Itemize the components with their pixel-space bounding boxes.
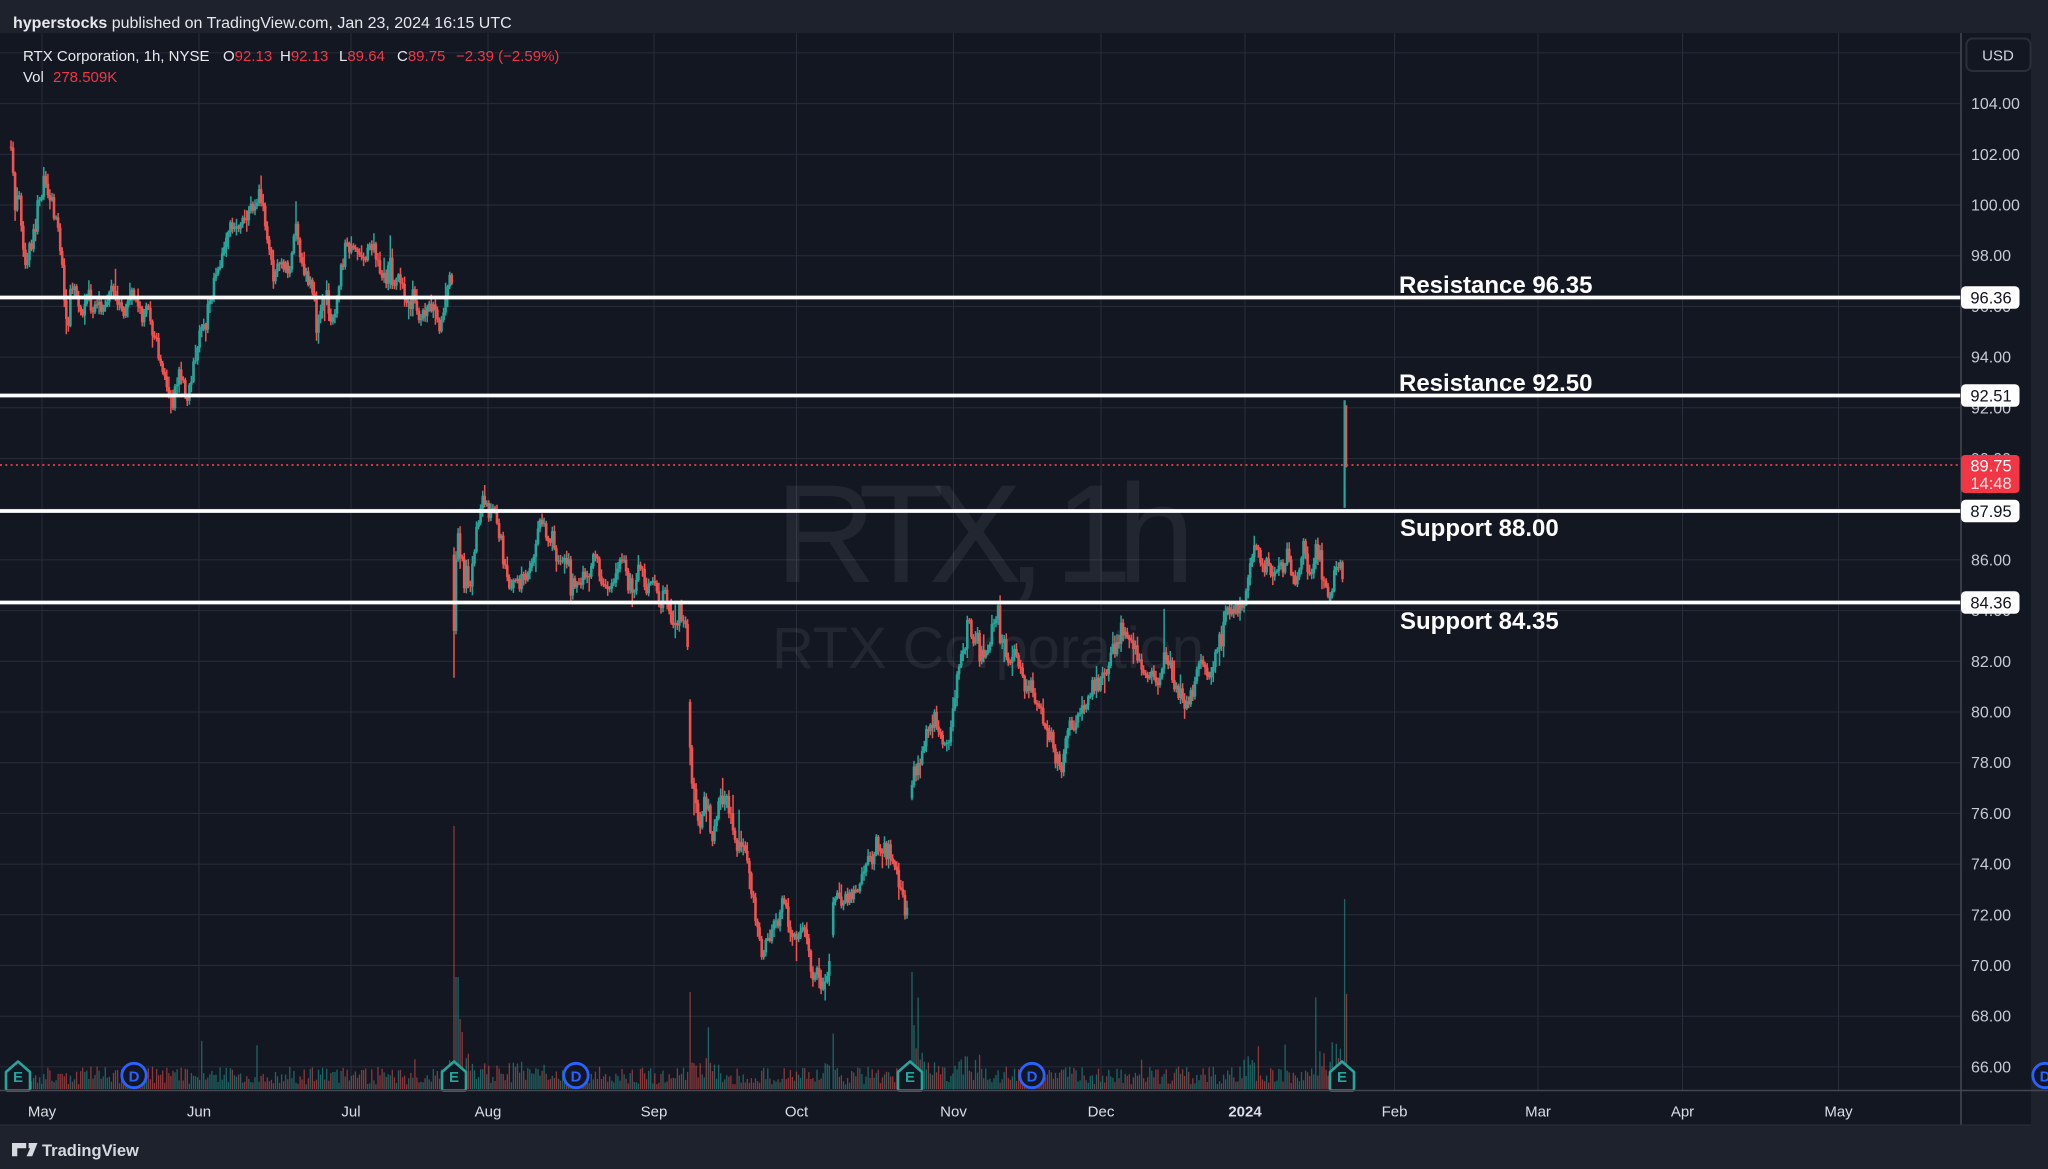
svg-text:70.00: 70.00 xyxy=(1971,958,2011,975)
svg-text:14:48: 14:48 xyxy=(1970,475,2011,493)
svg-text:D: D xyxy=(2040,1069,2048,1086)
svg-text:74.00: 74.00 xyxy=(1971,857,2011,874)
svg-text:72.00: 72.00 xyxy=(1971,907,2011,924)
svg-text:Mar: Mar xyxy=(1525,1104,1551,1121)
svg-text:TradingView: TradingView xyxy=(42,1142,139,1160)
svg-text:86.00: 86.00 xyxy=(1971,552,2011,569)
svg-text:Resistance 92.50: Resistance 92.50 xyxy=(1399,370,1592,397)
svg-text:USD: USD xyxy=(1982,48,2014,65)
svg-text:87.95: 87.95 xyxy=(1970,503,2011,521)
svg-text:Jun: Jun xyxy=(187,1104,211,1121)
svg-text:E: E xyxy=(1337,1069,1347,1086)
svg-text:84.36: 84.36 xyxy=(1970,594,2011,612)
svg-text:Oct: Oct xyxy=(785,1104,809,1121)
svg-text:May: May xyxy=(1824,1104,1853,1121)
svg-text:Jul: Jul xyxy=(341,1104,360,1121)
svg-text:Apr: Apr xyxy=(1671,1104,1694,1121)
svg-text:100.00: 100.00 xyxy=(1971,198,2020,215)
svg-text:Aug: Aug xyxy=(475,1104,502,1121)
svg-text:76.00: 76.00 xyxy=(1971,806,2011,823)
svg-text:hyperstocks published on Tradi: hyperstocks published on TradingView.com… xyxy=(13,15,512,32)
svg-text:May: May xyxy=(28,1104,57,1121)
svg-text:98.00: 98.00 xyxy=(1971,248,2011,265)
svg-text:Sep: Sep xyxy=(641,1104,668,1121)
svg-text:Support 84.35: Support 84.35 xyxy=(1400,608,1559,635)
svg-text:Resistance 96.35: Resistance 96.35 xyxy=(1399,272,1592,299)
svg-text:94.00: 94.00 xyxy=(1971,350,2011,367)
svg-text:D: D xyxy=(1027,1069,1038,1086)
svg-text:89.75: 89.75 xyxy=(1970,458,2011,476)
svg-text:80.00: 80.00 xyxy=(1971,705,2011,722)
svg-text:96.36: 96.36 xyxy=(1970,289,2011,307)
svg-text:E: E xyxy=(905,1069,915,1086)
svg-text:Dec: Dec xyxy=(1088,1104,1115,1121)
svg-text:Support 88.00: Support 88.00 xyxy=(1400,515,1559,542)
svg-text:68.00: 68.00 xyxy=(1971,1009,2011,1026)
svg-text:78.00: 78.00 xyxy=(1971,755,2011,772)
svg-text:104.00: 104.00 xyxy=(1971,96,2020,113)
svg-text:82.00: 82.00 xyxy=(1971,654,2011,671)
svg-text:D: D xyxy=(571,1069,582,1086)
svg-text:66.00: 66.00 xyxy=(1971,1059,2011,1076)
svg-text:Nov: Nov xyxy=(940,1104,967,1121)
svg-text:RTX, 1h: RTX, 1h xyxy=(775,455,1195,612)
svg-text:E: E xyxy=(13,1069,23,1086)
svg-text:102.00: 102.00 xyxy=(1971,147,2020,164)
svg-text:Feb: Feb xyxy=(1382,1104,1408,1121)
svg-text:2024: 2024 xyxy=(1228,1104,1262,1121)
svg-text:D: D xyxy=(129,1069,140,1086)
svg-text:E: E xyxy=(449,1069,459,1086)
svg-text:92.51: 92.51 xyxy=(1970,387,2011,405)
